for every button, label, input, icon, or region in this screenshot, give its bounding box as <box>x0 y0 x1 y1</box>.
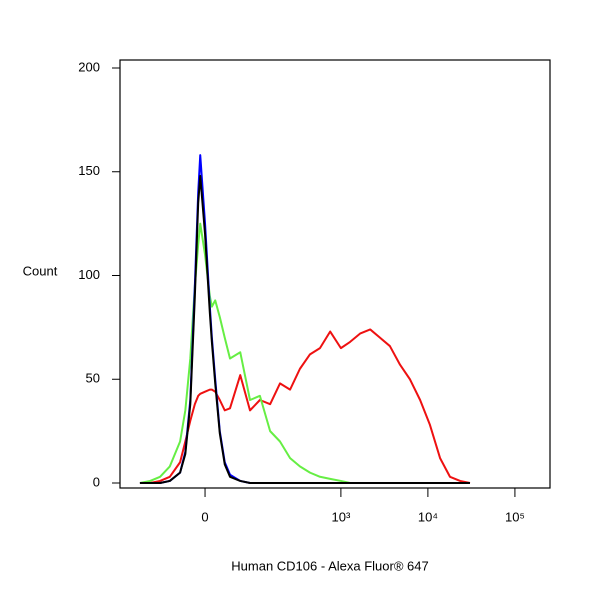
y-axis-label: Count <box>23 263 58 278</box>
y-tick-label: 50 <box>86 371 100 386</box>
y-tick-label: 100 <box>78 267 100 282</box>
x-tick-label: 10⁵ <box>505 509 525 524</box>
histogram-line <box>139 174 470 484</box>
histogram-line <box>139 154 470 484</box>
histogram-line <box>139 222 470 484</box>
x-tick-label: 10⁴ <box>418 509 438 524</box>
y-tick-label: 150 <box>78 163 100 178</box>
x-tick-label: 10³ <box>331 509 350 524</box>
y-tick-label: 200 <box>78 59 100 74</box>
y-tick-label: 0 <box>93 474 100 489</box>
histogram-line <box>139 328 471 484</box>
x-tick-label: 0 <box>201 509 208 524</box>
x-axis-label: Human CD106 - Alexa Fluor® 647 <box>231 558 428 573</box>
plot-frame <box>119 59 551 489</box>
